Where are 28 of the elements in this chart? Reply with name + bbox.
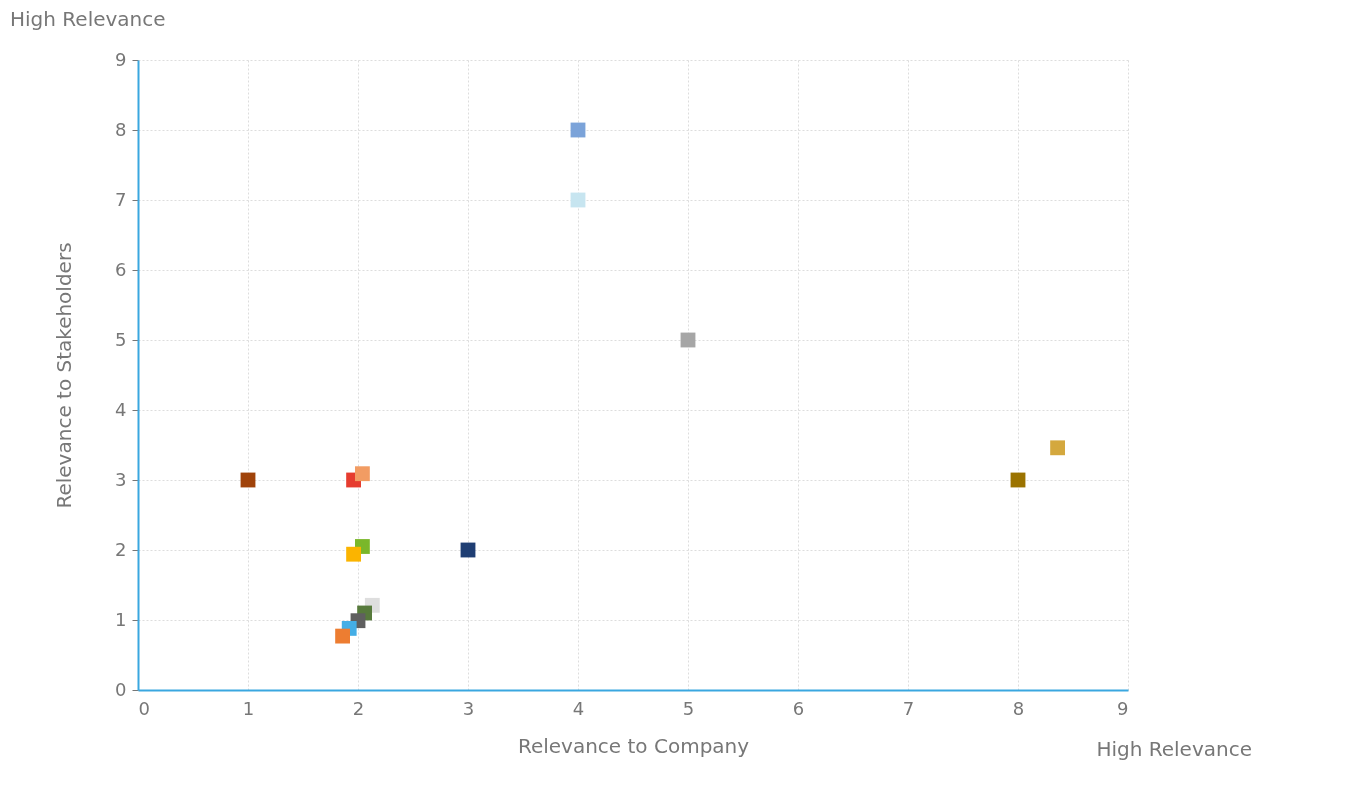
x-tick-label: 9 [1117, 697, 1129, 719]
y-tick-label: 3 [115, 468, 127, 490]
x-tick-label: 3 [462, 697, 475, 719]
x-tick-label: 5 [682, 697, 695, 719]
text: High Relevance [1096, 737, 1252, 761]
x-tick-label: 8 [1012, 697, 1025, 719]
point [354, 466, 370, 482]
x-tick-label: 2 [352, 697, 365, 719]
x-tick-label: 6 [792, 697, 805, 719]
y-tick-label: 7 [115, 188, 127, 210]
y-tick-label: 4 [115, 398, 127, 420]
x-tick-label: 0 [138, 697, 150, 719]
point [335, 628, 351, 644]
y-axis-title: Relevance to Stakeholders [52, 242, 77, 509]
y-tick-label: 9 [115, 48, 127, 70]
x-axis-title: Relevance to Company [517, 733, 750, 758]
y-tick-label: 8 [115, 118, 127, 140]
y-tick-label: 6 [115, 258, 127, 280]
y-tick-label: 0 [115, 678, 127, 700]
x-tick-label: 1 [242, 697, 255, 719]
point [1050, 440, 1066, 456]
y-tick-label: 2 [115, 538, 127, 560]
y-tick-label: 5 [115, 328, 127, 350]
point [346, 546, 362, 562]
x-tick-label: 7 [902, 697, 915, 719]
y-tick-label: 1 [115, 608, 127, 630]
text: High Relevance [10, 7, 166, 31]
x-tick-label: 4 [572, 697, 585, 719]
